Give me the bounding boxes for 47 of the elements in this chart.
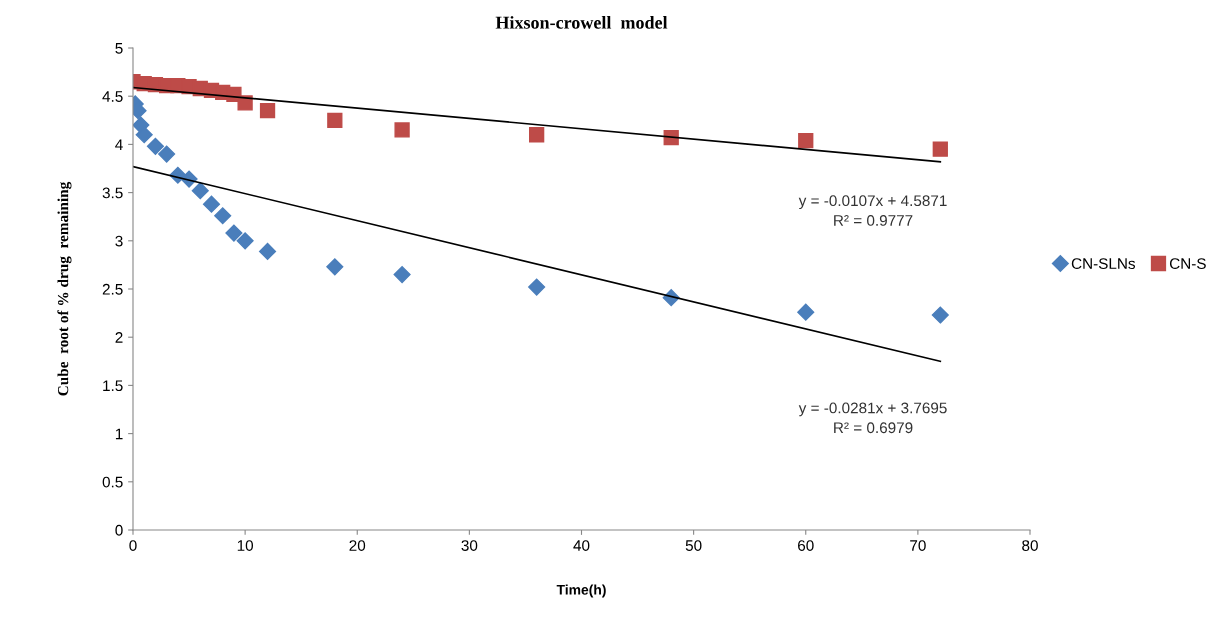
point xyxy=(798,132,814,149)
y-tick-label: 3 xyxy=(115,235,123,247)
legend-label: CN-S xyxy=(1169,258,1206,269)
point xyxy=(258,242,277,260)
annotation: y = -0.0281x + 3.7695 R² = 0.6979 xyxy=(798,402,947,434)
point xyxy=(158,145,176,163)
point xyxy=(146,137,164,155)
y-tick-label: 2.5 xyxy=(102,283,123,295)
x-tick-label: 30 xyxy=(461,540,478,551)
point xyxy=(135,126,153,144)
point xyxy=(326,258,344,276)
point xyxy=(214,207,232,225)
y-tick-label: 4.5 xyxy=(102,91,123,102)
point xyxy=(202,195,221,213)
x-tick-label: 60 xyxy=(798,540,814,551)
point xyxy=(797,303,815,321)
point xyxy=(932,141,948,157)
x-tick-label: 50 xyxy=(685,540,702,551)
x-tick-label: 70 xyxy=(910,540,926,551)
point xyxy=(394,122,410,138)
annotation: y = -0.0107x + 4.5871 R² = 0.9777 xyxy=(798,195,947,226)
legend-label: CN-SLNs xyxy=(1071,258,1136,269)
y-tick-label: 5 xyxy=(115,43,123,54)
y-tick-label: 1 xyxy=(115,428,123,440)
chart-title: Hixson-crowell model xyxy=(495,16,668,29)
point xyxy=(528,278,546,296)
y-tick-label: 0 xyxy=(115,524,123,536)
y-tick-label: 1.5 xyxy=(103,380,123,392)
point xyxy=(529,127,545,143)
x-tick-label: 40 xyxy=(573,540,590,551)
y-tick-label: 3.5 xyxy=(102,187,123,199)
y-tick-label: 4 xyxy=(115,139,123,150)
point xyxy=(225,224,243,242)
x-tick-label: 20 xyxy=(349,540,366,551)
y-axis-title: Cube root of % drug remaining xyxy=(57,181,72,396)
point xyxy=(931,306,949,324)
y-tick-label: 2 xyxy=(115,332,123,343)
x-tick-label: 80 xyxy=(1022,540,1038,551)
x-axis-title: Time(h) xyxy=(556,584,606,598)
point xyxy=(327,112,343,128)
point xyxy=(259,103,276,119)
y-tick-label: 0.5 xyxy=(102,476,123,488)
point xyxy=(393,265,411,284)
x-tick-label: 10 xyxy=(237,540,254,551)
point xyxy=(191,182,209,200)
x-tick-label: 0 xyxy=(129,540,137,551)
point xyxy=(236,232,254,250)
